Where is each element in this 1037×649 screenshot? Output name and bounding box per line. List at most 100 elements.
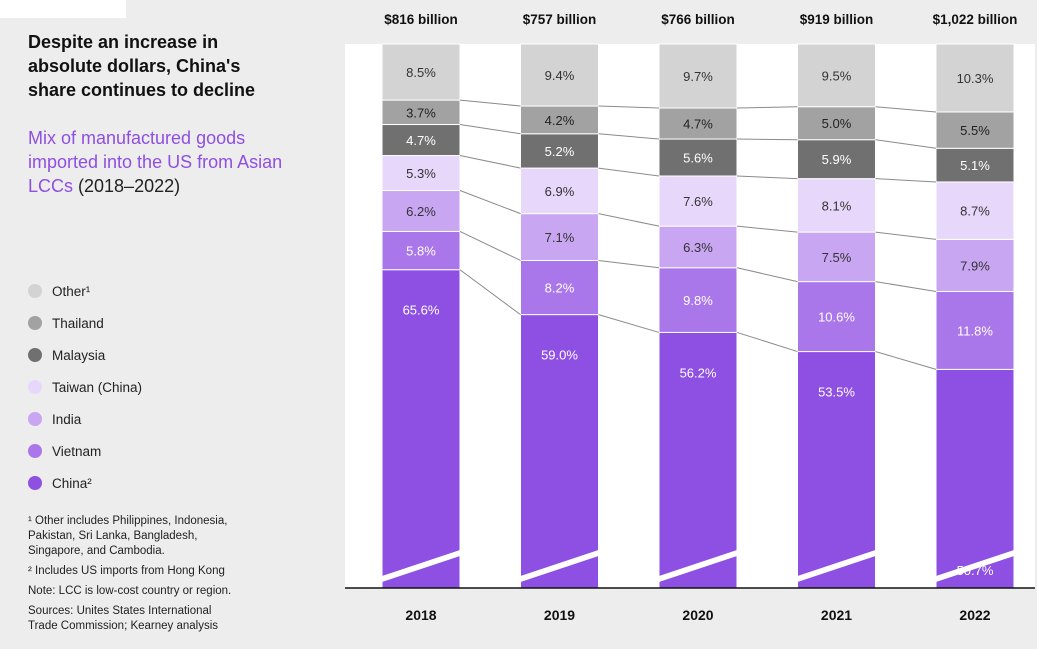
connector-line [736, 267, 798, 283]
connector-line [736, 331, 798, 353]
total-label-2021: $919 billion [800, 12, 874, 27]
connector-line [736, 106, 798, 109]
total-label-2020: $766 billion [661, 12, 735, 27]
data-label-china-2020: 56.2% [680, 365, 717, 380]
axis-break-mark [659, 550, 737, 582]
data-label-malaysia-2018: 4.7% [406, 133, 436, 148]
bar-china-2021 [797, 351, 876, 589]
legend-item-vietnam: Vietnam [28, 435, 228, 467]
data-label-vietnam-2021: 10.6% [818, 310, 855, 325]
bar-malaysia-2018 [381, 124, 461, 157]
data-label-taiwan-china-2018: 5.3% [406, 166, 436, 181]
axis-break-mark [520, 550, 599, 582]
bar-china-2019 [520, 314, 599, 589]
total-label-2019: $757 billion [523, 12, 597, 27]
bar-vietnam-2021 [797, 281, 876, 353]
sources-note: Sources: Unites States International Tra… [28, 605, 219, 632]
data-label-taiwan-china-2019: 6.9% [545, 184, 575, 199]
data-label-other-2021: 9.5% [822, 68, 852, 83]
x-tick-2020: 2020 [682, 607, 713, 623]
data-label-thailand-2020: 4.7% [683, 117, 713, 132]
axis-break-mark [382, 550, 460, 582]
data-label-taiwan-china-2022: 8.7% [960, 204, 990, 219]
bar-malaysia-2022 [935, 147, 1015, 183]
x-tick-2021: 2021 [821, 607, 852, 623]
data-label-china-2021: 53.5% [818, 385, 855, 400]
axis-break-mark [936, 550, 1014, 582]
bar-thailand-2018 [381, 99, 461, 126]
data-label-india-2020: 6.3% [683, 240, 713, 255]
legend-label: Thailand [52, 315, 104, 331]
bar-malaysia-2020 [658, 138, 738, 177]
bar-taiwan-china-2021 [797, 178, 876, 233]
x-tick-2018: 2018 [405, 607, 436, 623]
data-label-india-2022: 7.9% [960, 258, 990, 273]
connector-line [459, 124, 521, 135]
bar-india-2018 [381, 190, 461, 232]
legend-swatch [28, 316, 42, 330]
legend-item-china: China² [28, 467, 228, 499]
connector-line [459, 155, 521, 169]
footnotes: ¹ Other includes Philippines, Indonesia,… [28, 514, 288, 639]
bar-other-2022 [935, 43, 1015, 113]
x-tick-2022: 2022 [959, 607, 990, 623]
connector-line [459, 230, 521, 261]
legend-label: Other¹ [52, 283, 91, 299]
legend-label: China² [52, 475, 92, 491]
bar-vietnam-2022 [935, 291, 1015, 370]
data-label-malaysia-2022: 5.1% [960, 158, 990, 173]
connector-line [598, 259, 660, 269]
legend-item-taiwan-china: Taiwan (China) [28, 371, 228, 403]
total-label-2018: $816 billion [384, 12, 458, 27]
data-label-other-2019: 9.4% [545, 68, 575, 83]
data-label-vietnam-2022: 11.8% [957, 323, 993, 338]
legend-label: India [52, 411, 82, 427]
legend-item-malaysia: Malaysia [28, 339, 228, 371]
data-label-malaysia-2019: 5.2% [545, 144, 575, 159]
connector-line [736, 225, 798, 233]
data-label-china-2019: 59.0% [541, 348, 578, 363]
connector-line [598, 133, 660, 140]
connector-line [875, 351, 937, 370]
connector-line [459, 190, 521, 215]
chart-subtitle: Mix of manufactured goods imported into … [28, 126, 298, 198]
data-label-vietnam-2018: 5.8% [406, 244, 436, 259]
bar-taiwan-china-2018 [381, 155, 461, 192]
subtitle-years: (2018–2022) [78, 176, 181, 196]
data-label-other-2022: 10.3% [957, 71, 994, 86]
footnote-other: ¹ Other includes Philippines, Indonesia,… [28, 515, 228, 557]
bar-taiwan-china-2020 [658, 175, 738, 227]
bar-other-2019 [520, 43, 599, 107]
bar-malaysia-2021 [797, 139, 876, 180]
data-label-thailand-2018: 3.7% [406, 105, 436, 120]
chart-legend: Other¹ Thailand Malaysia Taiwan (China) Indi… [28, 275, 228, 499]
bar-taiwan-china-2019 [520, 167, 599, 215]
bar-thailand-2021 [797, 106, 876, 141]
data-label-malaysia-2020: 5.6% [683, 151, 713, 166]
connector-line [875, 139, 937, 149]
legend-item-thailand: Thailand [28, 307, 228, 339]
legend-item-other: Other¹ [28, 275, 228, 307]
subtitle-main: Mix of manufactured goods imported into … [28, 128, 283, 196]
legend-swatch [28, 476, 42, 490]
bar-india-2019 [520, 213, 599, 261]
bar-india-2020 [658, 225, 738, 269]
data-label-thailand-2022: 5.5% [960, 123, 990, 138]
legend-item-india: India [28, 403, 228, 435]
bar-vietnam-2020 [658, 267, 738, 333]
data-label-other-2018: 8.5% [406, 65, 436, 80]
connector-line [598, 105, 660, 109]
connector-line [875, 281, 937, 292]
bar-china-2018 [381, 269, 461, 589]
data-label-india-2021: 7.5% [822, 250, 852, 265]
data-label-taiwan-china-2020: 7.6% [683, 194, 713, 209]
bar-india-2021 [797, 231, 876, 283]
connector-line [459, 269, 521, 316]
connector-line [598, 314, 660, 333]
total-label-2022: $1,022 billion [933, 12, 1018, 27]
chart-headline: Despite an increase in absolute dollars,… [28, 32, 256, 100]
data-label-vietnam-2019: 8.2% [545, 281, 575, 296]
bar-other-2020 [658, 43, 738, 109]
data-label-india-2019: 7.1% [545, 230, 575, 245]
data-label-malaysia-2021: 5.9% [822, 152, 852, 167]
